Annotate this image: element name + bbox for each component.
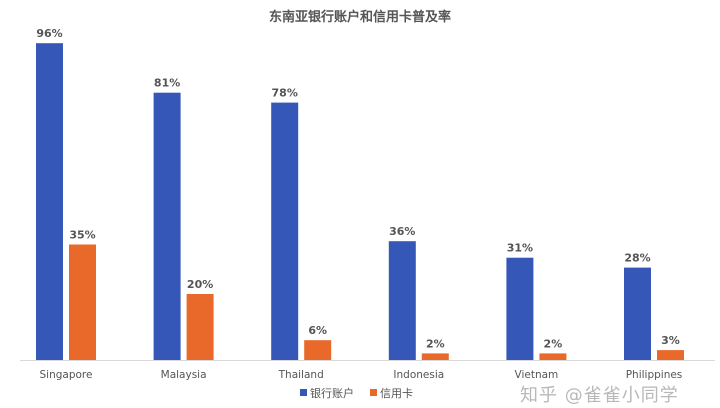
data-label: 2%: [426, 337, 445, 350]
bar-bank-account: [388, 241, 416, 360]
x-tick-label: Malaysia: [161, 369, 207, 381]
data-label: 36%: [389, 225, 415, 238]
bar-bank-account: [624, 267, 651, 360]
bar-credit-card: [421, 353, 449, 360]
x-tick-label: Indonesia: [393, 369, 444, 381]
bar-bank-account: [271, 102, 299, 360]
bar-credit-card: [69, 244, 96, 360]
x-tick-label: Vietnam: [515, 369, 559, 381]
data-label: 3%: [661, 334, 680, 347]
chart-title: 东南亚银行账户和信用卡普及率: [268, 10, 451, 25]
data-label: 35%: [69, 229, 95, 242]
data-label: 20%: [187, 278, 213, 291]
x-tick-label: Singapore: [40, 369, 93, 381]
bar-credit-card: [304, 340, 332, 360]
legend-label: 银行账户: [310, 386, 354, 400]
data-label: 2%: [544, 337, 563, 350]
bar-credit-card: [539, 353, 567, 360]
data-label: 28%: [624, 252, 650, 265]
x-tick-label: Philippines: [626, 369, 683, 381]
watermark: 知乎 @雀雀小同学: [520, 385, 679, 406]
data-label: 31%: [507, 242, 533, 255]
data-label: 6%: [308, 324, 327, 337]
legend-swatch: [370, 389, 377, 396]
bar-credit-card: [657, 350, 684, 360]
bar-credit-card: [186, 294, 214, 360]
bar-bank-account: [506, 257, 534, 360]
data-label: 81%: [154, 77, 180, 90]
bar-bank-account: [153, 92, 181, 360]
legend-label: 信用卡: [380, 387, 413, 400]
data-label: 78%: [272, 87, 298, 100]
legend-swatch: [300, 389, 307, 396]
x-tick-label: Thailand: [278, 369, 324, 381]
bar-bank-account: [36, 43, 63, 360]
data-label: 96%: [36, 27, 62, 40]
